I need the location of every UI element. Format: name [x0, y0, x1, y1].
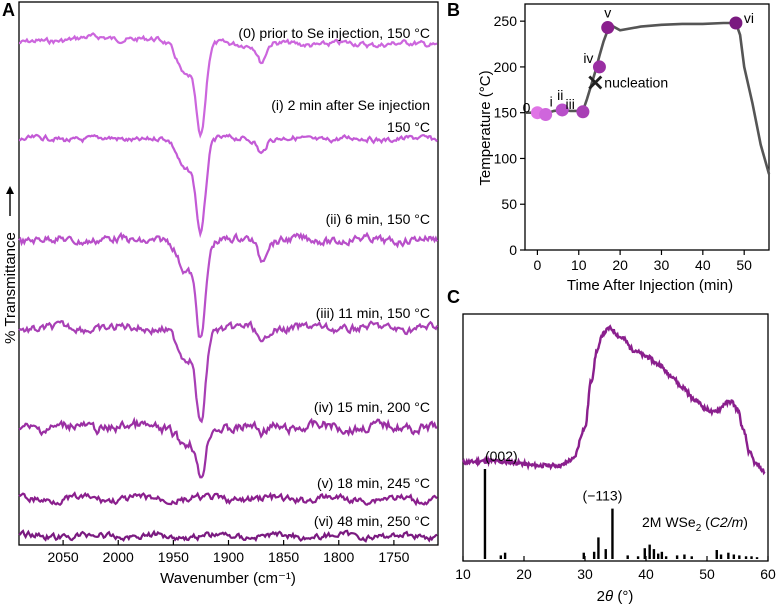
panel-c: C 10 20 30 40 50 60 (002) (−113) 2M WSe2 (C2/m…: [447, 287, 776, 605]
panel-a-x-axis-label: Wavenumber (cm⁻¹): [160, 570, 296, 587]
panel-a-series-line: [18, 133, 438, 239]
panel-a-y-arrow-head-icon: [6, 186, 14, 194]
panel-b-point: [601, 21, 615, 35]
panel-b-x-tick-label: 10: [571, 257, 587, 273]
panel-b-y-tick-label: 250: [494, 13, 518, 29]
panel-c-label: C: [447, 287, 460, 307]
panel-c-peak-label: (002): [485, 448, 518, 464]
panel-c-x-tick-label: 40: [638, 566, 654, 582]
panel-b-y-tick-label: 0: [509, 242, 517, 258]
panel-a-series-label: (i) 2 min after Se injection: [271, 97, 430, 113]
panel-b-x-tick-label: 30: [654, 257, 670, 273]
panel-a-y-axis-label: % Transmittance: [2, 232, 19, 344]
panel-b-nucleation: nucleation: [588, 74, 668, 90]
panel-a-series-label: (ii) 6 min, 150 °C: [326, 211, 430, 227]
panel-a-series-label: (iv) 15 min, 200 °C: [314, 399, 430, 415]
panel-a-series-line: [18, 491, 438, 507]
panel-a-label: A: [2, 0, 15, 20]
panel-b-point-label: i: [550, 94, 553, 110]
panel-b-point-label: iv: [583, 50, 593, 66]
panel-b-point: [729, 16, 743, 30]
panel-b-y-axis-label: Temperature (°C): [477, 70, 494, 185]
panel-a-x-tick-label: 1950: [158, 549, 189, 565]
panel-b-x-axis-label: Time After Injection (min): [567, 277, 733, 294]
panel-a-series-line: [19, 32, 438, 139]
panel-c-x-tick-label: 20: [516, 566, 532, 582]
panel-c-reference-label: 2M WSe2 (C2/m): [642, 514, 748, 534]
panel-b-y-tick-label: 150: [494, 105, 518, 121]
panel-a-series-label: (vi) 48 min, 250 °C: [314, 513, 430, 529]
panel-b-point-label: v: [604, 5, 611, 21]
panel-c-xrd-pattern: [462, 324, 766, 476]
panel-b-y-tick-label: 100: [494, 150, 518, 166]
panel-b-x-tick-label: 40: [695, 257, 711, 273]
panel-c-x-axis-label: 2θ (°): [597, 588, 634, 605]
panel-c-x-tick-label: 50: [699, 566, 715, 582]
panel-a-x-ticks: 2050 2000 1950 1900 1850 1800 1750: [48, 540, 410, 565]
panel-b-point-label: ii: [557, 87, 563, 103]
panel-c-x-tick-label: 60: [760, 566, 776, 582]
panel-c-peak-labels: (002) (−113): [485, 448, 622, 504]
panel-b-x-tick-label: 50: [736, 257, 752, 273]
panel-c-reference-sticks: [483, 469, 759, 559]
panel-c-x-tick-label: 10: [455, 566, 471, 582]
panel-c-x-tick-label: 30: [577, 566, 593, 582]
panel-a-x-tick-label: 1750: [378, 549, 409, 565]
panel-a: A 2050 2000 1950 1900 1850 1800 1750 (0) prior…: [2, 0, 439, 587]
panel-a-series-label: (0) prior to Se injection, 150 °C: [238, 25, 430, 41]
panel-b-label: B: [447, 0, 460, 20]
panel-a-series-labels: (0) prior to Se injection, 150 °C (i) 2 m…: [238, 25, 430, 529]
panel-b-y-tick-label: 200: [494, 59, 518, 75]
panel-b-point: [576, 105, 590, 119]
panel-a-series: [18, 32, 439, 543]
panel-a-series-line: [18, 416, 438, 479]
panel-b-y-tick-label: 50: [501, 196, 517, 212]
panel-b-point: [592, 60, 606, 74]
panel-a-series-label: (v) 18 min, 245 °C: [317, 475, 430, 491]
panel-c-frame: [462, 313, 769, 562]
panel-a-x-tick-label: 1900: [213, 549, 244, 565]
panel-b-frame: [524, 3, 770, 251]
panel-a-x-tick-label: 2000: [103, 549, 134, 565]
panel-b-nucleation-label: nucleation: [604, 74, 668, 90]
panel-b-ticks: 0 10 20 30 40 50 0 50 100 150 200 250: [494, 13, 753, 273]
panel-b-point-label: iii: [566, 96, 575, 112]
panel-b-point-label: vi: [744, 10, 754, 26]
panel-a-frame: [18, 1, 439, 546]
panel-a-x-tick-label: 1850: [268, 549, 299, 565]
panel-b-point-label: 0: [523, 100, 531, 116]
panel-a-x-tick-label: 2050: [48, 549, 79, 565]
panel-b-x-tick-label: 20: [612, 257, 628, 273]
panel-a-x-tick-label: 1800: [323, 549, 354, 565]
panel-a-series-line: [18, 529, 438, 543]
panel-a-y-axis: % Transmittance: [2, 186, 19, 344]
panel-a-series-line: [18, 231, 439, 339]
panel-b-x-tick-label: 0: [534, 257, 542, 273]
panel-b-point: [539, 108, 553, 122]
panel-b-point: [555, 103, 569, 117]
panel-a-series-label: (iii) 11 min, 150 °C: [316, 305, 430, 321]
panel-c-peak-label: (−113): [583, 488, 623, 504]
panel-c-x-ticks: 10 20 30 40 50 60: [455, 556, 776, 582]
nucleation-x-icon: [588, 75, 603, 90]
panel-a-series-line: [18, 320, 439, 424]
panel-a-series-label-line2: 150 °C: [387, 119, 430, 135]
